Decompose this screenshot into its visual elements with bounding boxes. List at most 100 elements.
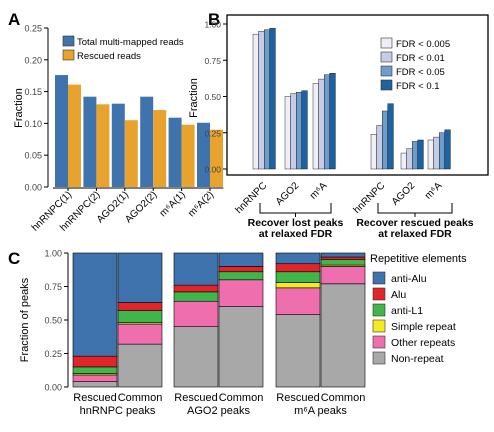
group-label: at relaxed FDR xyxy=(259,228,333,240)
legend-swatch xyxy=(62,49,75,61)
y-tick-label: 0.75 xyxy=(204,56,221,66)
legend-title: Repetitive elements xyxy=(370,253,467,265)
bar xyxy=(68,84,81,187)
x-tick-label: m⁶A(1) xyxy=(158,189,188,219)
x-tick-label: hnRNPC xyxy=(234,180,270,216)
y-tick-label: 0.25 xyxy=(204,128,221,138)
stacked-segment xyxy=(72,366,118,374)
stacked-segment xyxy=(275,287,321,315)
stacked-segment xyxy=(117,252,163,303)
stacked-segment xyxy=(320,256,366,260)
legend-label: Other repeats xyxy=(391,337,455,349)
bar xyxy=(376,125,383,170)
stacked-segment xyxy=(275,314,321,388)
stacked-segment xyxy=(218,271,264,281)
bar xyxy=(318,78,325,170)
bar xyxy=(269,28,276,170)
y-tick-label: 0.25 xyxy=(24,24,42,34)
stacked-segment xyxy=(72,252,118,357)
bar xyxy=(400,152,407,170)
legend-swatch xyxy=(372,287,386,301)
legend-swatch xyxy=(372,319,386,333)
stacked-segment xyxy=(72,374,118,382)
x-tick-label: AGO2 xyxy=(274,180,302,208)
stacked-segment xyxy=(275,282,321,289)
stacked-segment xyxy=(173,291,219,302)
group-bracket xyxy=(259,203,332,214)
panel-letter: C xyxy=(8,249,20,268)
bar xyxy=(324,74,331,170)
legend-label: Alu xyxy=(391,289,406,301)
bar xyxy=(417,139,424,170)
group-label: hnRNPC peaks xyxy=(80,405,156,417)
group-label: AGO2 peaks xyxy=(187,405,250,417)
bar xyxy=(329,73,336,170)
legend-swatch xyxy=(372,335,386,349)
group-label: Recover lost peaks xyxy=(248,217,344,229)
y-axis-title: Fraction of peaks xyxy=(19,277,31,362)
x-tick-label: m⁶A xyxy=(308,180,330,202)
bar xyxy=(370,133,377,170)
stacked-segment xyxy=(218,252,264,267)
bar xyxy=(427,139,434,170)
bar xyxy=(433,136,440,170)
bar xyxy=(83,96,97,187)
bar xyxy=(382,110,389,170)
y-tick-label: 0.75 xyxy=(44,282,62,292)
bar xyxy=(55,75,68,187)
stacked-segment xyxy=(117,302,163,311)
stacked-segment xyxy=(72,381,118,388)
legend-swatch xyxy=(372,351,386,365)
bar xyxy=(252,33,259,170)
y-tick-label: 0.25 xyxy=(44,349,62,359)
x-tick-label: AGO2 xyxy=(390,180,418,208)
stacked-segment xyxy=(117,323,163,345)
legend-label: Rescued reads xyxy=(77,51,141,62)
x-tick-label: Rescued xyxy=(73,392,116,404)
x-tick-label: Common xyxy=(321,392,366,404)
group-bracket xyxy=(377,203,453,214)
stacked-segment xyxy=(218,306,264,388)
y-tick-label: 0.15 xyxy=(24,87,42,97)
bar xyxy=(387,103,394,170)
stacked-segment xyxy=(320,283,366,388)
stacked-segment xyxy=(320,252,366,258)
y-tick-label: 1.00 xyxy=(44,249,62,259)
y-axis-title: Fraction xyxy=(13,88,25,128)
legend-swatch xyxy=(372,271,386,285)
y-tick-label: 0.10 xyxy=(24,119,42,129)
panel-letter: B xyxy=(208,10,220,29)
x-tick-label: hnRNPC xyxy=(352,180,388,216)
legend-label: anti-Alu xyxy=(391,273,427,285)
y-tick-label: 0.20 xyxy=(24,55,42,65)
legend-swatch xyxy=(380,79,393,91)
legend-swatch xyxy=(372,303,386,317)
y-tick-label: 1.00 xyxy=(204,20,221,30)
y-tick-label: 0.05 xyxy=(24,151,42,161)
bar xyxy=(124,120,138,187)
x-tick-label: Common xyxy=(118,392,163,404)
stacked-segment xyxy=(117,310,163,323)
legend-label: FDR < 0.05 xyxy=(396,67,445,78)
legend-swatch xyxy=(380,51,393,63)
legend-swatch xyxy=(62,35,75,47)
panel-c: C 0.00 0.25 0.50 0.75 1.00 Fraction of peaks Re… xyxy=(8,249,467,418)
y-axis-title: Fraction xyxy=(188,78,200,118)
legend-swatch xyxy=(380,65,393,77)
y-tick-label: 0.50 xyxy=(204,92,221,102)
bar xyxy=(181,124,195,187)
bar xyxy=(301,90,308,170)
bar xyxy=(210,129,223,187)
bar xyxy=(140,96,154,187)
bar xyxy=(412,141,419,170)
bar xyxy=(258,31,265,170)
y-tick-label: 0.00 xyxy=(204,165,221,175)
stacked-segment xyxy=(117,343,163,388)
bar xyxy=(153,110,167,187)
y-tick-label: 0.50 xyxy=(44,316,62,326)
group-label: at relaxed FDR xyxy=(378,228,452,240)
x-tick-label: Rescued xyxy=(174,392,217,404)
panel-a: A0.000.050.100.150.200.25FractionhnRNPC(… xyxy=(8,10,224,234)
